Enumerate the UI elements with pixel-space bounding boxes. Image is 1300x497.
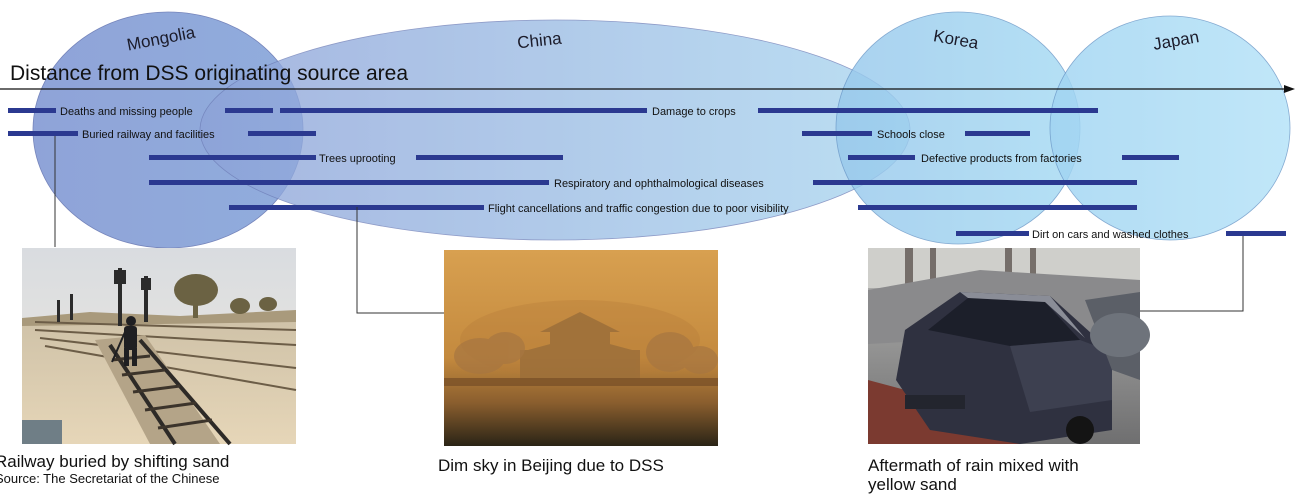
axis-arrowhead-icon: [1284, 85, 1295, 93]
impact-label-trees: Trees uprooting: [319, 153, 396, 165]
photo-connectors: [54, 136, 1244, 314]
bar-trees: [416, 155, 563, 160]
region-label-china: China: [516, 29, 563, 53]
impact-label-respiratory: Respiratory and ophthalmological disease…: [554, 178, 764, 190]
car-caption-line1: Aftermath of rain mixed with: [868, 456, 1079, 475]
beijing-caption-line1: Dim sky in Beijing due to DSS: [438, 456, 664, 475]
bar-flight: [858, 205, 1137, 210]
bar-deaths: [225, 108, 273, 113]
bar-dirt: [956, 231, 1029, 236]
bar-crops: [280, 108, 647, 113]
bar-respiratory: [149, 180, 549, 185]
axis-label: Distance from DSS originating source are…: [10, 62, 408, 85]
connector-car: [1140, 236, 1244, 312]
beijing-photo-caption: Dim sky in Beijing due to DSS: [438, 456, 664, 475]
bar-defective: [1122, 155, 1179, 160]
bar-trees: [149, 155, 316, 160]
railway-photo-caption: Railway buried by shifting sand Source: …: [0, 452, 305, 486]
impact-label-schools: Schools close: [877, 129, 945, 141]
bar-railway: [8, 131, 78, 136]
railway-photo: [22, 248, 297, 446]
bar-crops: [758, 108, 1098, 113]
car-caption-line2: yellow sand: [868, 475, 957, 494]
connector-beijing: [356, 207, 444, 314]
railway-caption-line2: Source: The Secretariat of the Chinese: [0, 471, 220, 486]
impact-label-flight: Flight cancellations and traffic congest…: [488, 203, 789, 215]
bar-schools: [802, 131, 872, 136]
bar-deaths: [8, 108, 56, 113]
impact-label-dirt: Dirt on cars and washed clothes: [1032, 229, 1189, 241]
impact-label-deaths: Deaths and missing people: [60, 106, 193, 118]
bar-dirt: [1226, 231, 1286, 236]
car-photo: [868, 248, 1150, 444]
beijing-photo: [444, 250, 718, 446]
car-photo-caption: Aftermath of rain mixed with yellow sand: [868, 456, 1079, 494]
bar-defective: [848, 155, 915, 160]
railway-caption-line1: Railway buried by shifting sand: [0, 452, 230, 471]
bar-respiratory: [813, 180, 1137, 185]
bar-railway: [248, 131, 316, 136]
bar-schools: [965, 131, 1030, 136]
impact-label-defective: Defective products from factories: [921, 153, 1082, 165]
impact-label-railway: Buried railway and facilities: [82, 129, 215, 141]
impact-label-crops: Damage to crops: [652, 106, 736, 118]
